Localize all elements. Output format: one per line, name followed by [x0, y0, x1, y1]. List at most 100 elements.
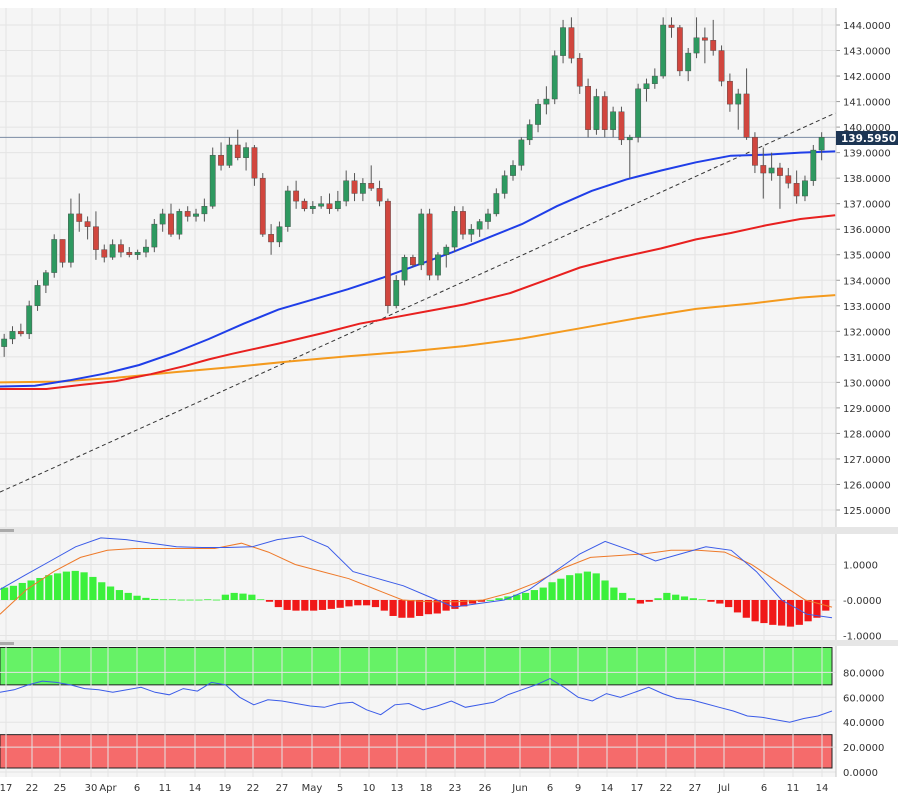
macd-bar-positive [45, 575, 53, 600]
candle-bullish [393, 280, 400, 306]
sma-red [0, 214, 836, 390]
candle-bullish [134, 251, 141, 255]
macd-bar-negative [477, 600, 486, 602]
candle-bearish [384, 200, 391, 306]
rsi-oversold-zone [0, 734, 833, 769]
macd-bar-positive [177, 599, 185, 601]
candle-bullish [243, 147, 249, 158]
candle-bearish [126, 251, 133, 255]
macd-bar-positive [80, 572, 88, 600]
candle-bullish [685, 52, 692, 72]
pane-handle-1[interactable] [0, 529, 14, 532]
pane-handle-2[interactable] [0, 642, 14, 645]
price-tick-label: 144.0000 [843, 21, 891, 32]
candle-bullish [359, 183, 366, 194]
candle-bullish [34, 285, 41, 306]
macd-bar-negative [760, 600, 768, 624]
macd-bar-positive [654, 598, 662, 600]
time-axis-label: 17 [0, 783, 12, 794]
macd-bar-positive [186, 599, 194, 601]
candle-bearish [426, 213, 433, 276]
macd-bar-negative [265, 600, 274, 602]
time-axis-label: 11 [787, 783, 800, 794]
rsi-zones [0, 647, 833, 769]
candle-bearish [326, 203, 333, 209]
macd-bar-negative [795, 600, 803, 625]
rsi-line-path [0, 678, 833, 723]
candle-bullish [468, 229, 475, 235]
time-axis-label: 6 [134, 783, 140, 794]
price-tick-label: 142.0000 [843, 72, 891, 83]
price-tick-label: 137.0000 [843, 200, 891, 211]
current-price-label: 139.5950 [836, 131, 898, 145]
time-axis-label: Apr [99, 783, 117, 794]
candle-bullish [660, 24, 667, 77]
macd-bar-positive [627, 598, 636, 600]
candle-bullish [493, 193, 500, 215]
macd-bar-negative [292, 600, 300, 611]
macd-bar-negative [363, 600, 371, 606]
candle-bearish [118, 244, 124, 253]
macd-bar-negative [433, 600, 441, 614]
candle-bullish [209, 154, 216, 207]
macd-bar-positive [557, 578, 565, 600]
candle-bullish [643, 83, 650, 90]
candle-bullish [451, 211, 458, 248]
candle-bearish [760, 165, 767, 174]
rsi-grid [0, 646, 836, 777]
candle-bullish [435, 254, 441, 276]
price-tick-label: 134.0000 [843, 276, 891, 287]
candle-bullish [526, 124, 533, 141]
macd-bar-negative [371, 600, 380, 608]
macd-bar-positive [98, 582, 106, 600]
price-tick-label: 140.0000 [843, 123, 891, 134]
candle-bearish [376, 188, 383, 202]
macd-tick-label: 1.0000 [843, 561, 878, 572]
time-axis-label: Jul [717, 783, 730, 794]
price-tick-label: 128.0000 [843, 429, 891, 440]
candle-bullish [42, 272, 49, 286]
macd-bar-positive [106, 586, 115, 600]
candle-bearish [618, 111, 625, 141]
candle-bullish [418, 213, 425, 266]
macd-bar-negative [786, 600, 795, 627]
macd-bar-negative [283, 600, 291, 610]
macd-bar-negative [416, 600, 424, 616]
candle-bearish [93, 226, 99, 250]
macd-bar-positive [539, 587, 547, 600]
price-tick-label: 125.0000 [843, 506, 891, 517]
time-axis-label: 13 [391, 783, 404, 794]
candle-bearish [793, 183, 800, 197]
candle-bullish [334, 200, 341, 209]
price-tick-label: 133.0000 [843, 302, 891, 313]
candle-bullish [535, 103, 541, 125]
candle-bearish [368, 183, 375, 189]
candle-bearish [101, 249, 108, 258]
macd-bar-positive [521, 592, 530, 600]
macd-bar-positive [124, 592, 132, 600]
candle-bullish [193, 213, 199, 217]
candle-bullish [501, 175, 508, 194]
macd-bar-positive [62, 571, 71, 600]
price-tick-label: 143.0000 [843, 47, 891, 58]
candle-bullish [635, 88, 642, 138]
macd-axis: 1.0000 -0.0000 -1.0000 [843, 561, 882, 643]
candle-bullish [485, 213, 491, 222]
macd-bar-positive [230, 592, 238, 600]
rsi-overbought-zone [0, 647, 833, 686]
candle-bearish [676, 27, 683, 72]
candle-bearish [268, 234, 275, 243]
candle-bullish [151, 223, 158, 248]
macd-bar-negative [398, 600, 406, 618]
macd-bar-negative [804, 600, 812, 622]
macd-bar-positive [151, 598, 159, 600]
macd-bar-positive [115, 590, 124, 600]
main-pane-bg [0, 8, 836, 527]
macd-bar-negative [769, 600, 777, 625]
candle-bearish [76, 213, 83, 222]
candle-bearish [710, 40, 717, 51]
rsi-tick-label: 40.0000 [843, 718, 884, 729]
candle-bearish [743, 93, 750, 138]
candle-bullish [226, 144, 233, 166]
